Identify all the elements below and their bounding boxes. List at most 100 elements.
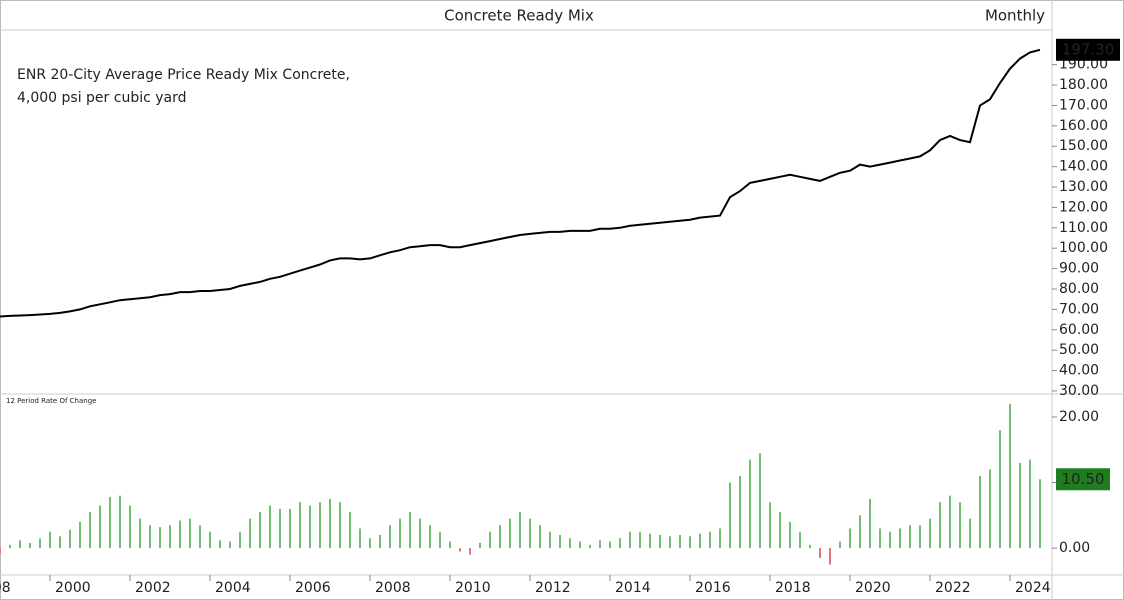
- annotation: ENR 20-City Average Price Ready Mix Conc…: [17, 67, 350, 83]
- roc-bar: [599, 540, 601, 549]
- x-tick-label: 2022: [935, 580, 971, 596]
- roc-bar: [929, 518, 931, 549]
- roc-bar: [819, 548, 821, 558]
- roc-bar: [459, 548, 461, 552]
- roc-bar: [289, 508, 291, 549]
- y-tick-label: 20.00: [1059, 409, 1099, 425]
- y-tick-label: 180.00: [1059, 77, 1108, 93]
- x-axis: 1998 2000 2002 2004 2006 2008 2010 2012 2014 2016…: [0, 575, 1051, 596]
- roc-bar: [829, 548, 831, 565]
- roc-bar: [79, 521, 81, 549]
- roc-bar: [789, 521, 791, 549]
- roc-bar: [689, 536, 691, 549]
- roc-bar: [239, 531, 241, 549]
- roc-bar: [879, 528, 881, 549]
- roc-bar: [959, 502, 961, 549]
- roc-bar: [1029, 459, 1031, 549]
- roc-bar: [999, 430, 1001, 549]
- roc-bar: [399, 518, 401, 549]
- roc-bar: [129, 505, 131, 549]
- roc-bar: [29, 542, 31, 549]
- roc-bar: [759, 453, 761, 549]
- roc-bar: [339, 502, 341, 549]
- y-tick-label: 30.00: [1059, 383, 1099, 399]
- annotation: 4,000 psi per cubic yard: [17, 90, 187, 106]
- roc-bar: [519, 512, 521, 549]
- roc-bar: [39, 538, 41, 549]
- roc-bar: [0, 548, 1, 554]
- roc-bar: [219, 540, 221, 549]
- roc-bar: [949, 495, 951, 549]
- y-tick-label: 120.00: [1059, 199, 1108, 215]
- roc-bar: [619, 538, 621, 549]
- chart-subtitle: Monthly: [985, 7, 1045, 25]
- roc-bar: [379, 535, 381, 549]
- roc-bar: [249, 518, 251, 549]
- x-tick-label: 2002: [135, 580, 171, 596]
- roc-bar: [229, 541, 231, 549]
- roc-bar: [629, 531, 631, 549]
- roc-bar: [979, 475, 981, 549]
- roc-bar: [569, 538, 571, 549]
- x-tick-label: 2018: [775, 580, 811, 596]
- plot-area: [0, 48, 1041, 318]
- roc-bar: [469, 548, 471, 555]
- roc-bar: [359, 528, 361, 549]
- x-tick-label: 2000: [55, 580, 91, 596]
- roc-bar: [169, 525, 171, 549]
- roc-bar: [1019, 462, 1021, 549]
- y-tick-label: 50.00: [1059, 342, 1099, 358]
- last-value-badge: [1056, 468, 1110, 491]
- y-tick-label: 100.00: [1059, 240, 1108, 256]
- roc-bar: [849, 528, 851, 549]
- roc-bar: [159, 527, 161, 549]
- y-tick-label: 110.00: [1059, 220, 1108, 236]
- roc-bar: [779, 512, 781, 549]
- x-tick-label: 2020: [855, 580, 891, 596]
- roc-bar: [609, 541, 611, 549]
- plot-area: [0, 403, 1041, 565]
- y-tick-label: 0.00: [1059, 540, 1090, 556]
- roc-bar: [489, 531, 491, 549]
- roc-bar: [1009, 403, 1011, 549]
- roc-bar: [189, 518, 191, 549]
- roc-bar: [919, 525, 921, 549]
- y-tick-label: 160.00: [1059, 118, 1108, 134]
- x-tick-label: 2016: [695, 580, 731, 596]
- roc-bar: [509, 518, 511, 549]
- last-value-badge: [1056, 38, 1120, 61]
- roc-bar: [839, 541, 841, 549]
- x-tick-label: 2014: [615, 580, 651, 596]
- roc-bar: [389, 525, 391, 549]
- roc-bar: [499, 525, 501, 549]
- last-value-label: 10.50: [1062, 470, 1105, 488]
- roc-bar: [309, 505, 311, 549]
- y-tick-label: 40.00: [1059, 363, 1099, 379]
- roc-bar: [409, 512, 411, 549]
- roc-bar: [679, 535, 681, 549]
- roc-bar: [869, 498, 871, 549]
- roc-bar: [179, 520, 181, 549]
- roc-bar: [579, 541, 581, 549]
- roc-bar: [429, 525, 431, 549]
- roc-bar: [989, 469, 991, 549]
- roc-bar: [559, 535, 561, 549]
- roc-bar: [939, 502, 941, 549]
- roc-bar: [529, 518, 531, 549]
- roc-bar: [209, 531, 211, 549]
- roc-bar: [649, 533, 651, 549]
- x-tick-label: 2010: [455, 580, 491, 596]
- roc-bar: [969, 518, 971, 549]
- roc-bar: [269, 505, 271, 549]
- roc-bar: [1039, 479, 1041, 549]
- roc-bar: [149, 525, 151, 549]
- roc-bar: [799, 531, 801, 549]
- roc-bar: [709, 531, 711, 549]
- roc-bar: [859, 515, 861, 549]
- y-tick-label: 70.00: [1059, 301, 1099, 317]
- x-tick-label: 2006: [295, 580, 331, 596]
- x-tick-label: 2024: [1015, 580, 1051, 596]
- chart-title: Concrete Ready Mix: [444, 7, 594, 25]
- roc-bar: [349, 512, 351, 549]
